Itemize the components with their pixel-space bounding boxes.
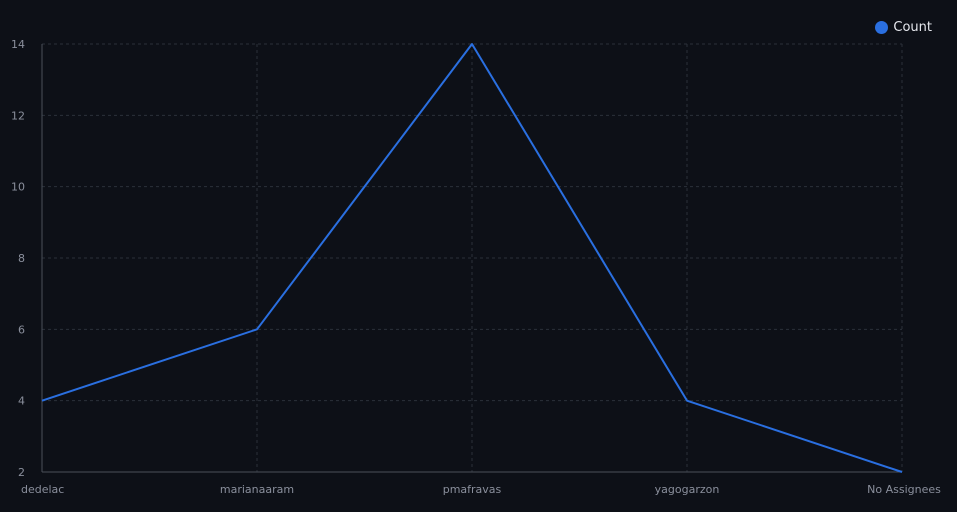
grid	[42, 43, 903, 472]
y-tick-label-6: 6	[18, 323, 25, 336]
legend-label-count: Count	[893, 19, 932, 35]
legend-swatch-count	[875, 20, 889, 34]
legend[interactable]: Count	[875, 17, 932, 37]
y-tick-label-10: 10	[11, 181, 25, 194]
series-line-0	[41, 43, 903, 473]
y-tick-label-2: 2	[18, 466, 25, 479]
series-layer	[41, 43, 903, 473]
x-axis-ticks: dedelac marianaaram pmafravas yagogarzon No …	[21, 483, 941, 496]
y-tick-label-14: 14	[11, 38, 25, 51]
y-tick-label-12: 12	[11, 109, 25, 122]
y-tick-label-4: 4	[18, 395, 25, 408]
x-tick-label-3: yagogarzon	[655, 483, 720, 496]
x-tick-label-4: No Assignees	[867, 483, 941, 496]
y-tick-label-8: 8	[18, 252, 25, 265]
x-tick-label-2: pmafravas	[443, 483, 502, 496]
y-axis-ticks: 2 4 6 8 10 12 14	[11, 38, 25, 479]
x-tick-label-1: marianaaram	[220, 483, 294, 496]
x-tick-label-0: dedelac	[21, 483, 64, 496]
